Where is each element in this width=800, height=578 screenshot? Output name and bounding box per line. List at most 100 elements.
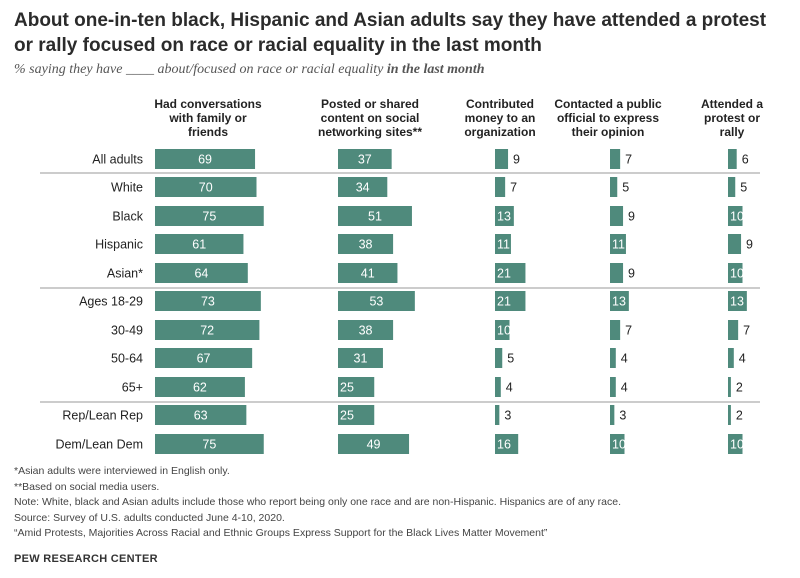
bar (610, 177, 618, 197)
data-label: 9 (746, 238, 753, 252)
note-source: Source: Survey of U.S. adults conducted … (14, 511, 285, 524)
bar (155, 320, 260, 340)
data-label: 49 (367, 438, 381, 452)
bar (610, 263, 624, 283)
bar (338, 149, 392, 169)
data-label: 16 (497, 438, 511, 452)
bar (155, 377, 245, 397)
bar (495, 263, 526, 283)
brand-label: PEW RESEARCH CENTER (14, 553, 158, 565)
data-label: 5 (507, 352, 514, 366)
data-label: 9 (628, 210, 635, 224)
data-label: 13 (497, 210, 511, 224)
bar (610, 348, 616, 368)
bar (728, 405, 731, 425)
data-label: 7 (625, 153, 632, 167)
data-label: 53 (369, 295, 383, 309)
column-header-4-line-3: their opinion (572, 125, 645, 139)
data-label: 37 (358, 153, 372, 167)
data-label: 41 (361, 267, 375, 281)
bar (495, 149, 509, 169)
column-header-5-line-2: protest or (704, 111, 760, 125)
bar (610, 206, 624, 226)
bar (155, 234, 244, 254)
subtitle-prefix: % saying they have ____ about/focused on… (14, 62, 387, 77)
category-label: 65+ (122, 381, 143, 395)
bar (495, 320, 510, 340)
data-label: 5 (740, 181, 747, 195)
bar (155, 434, 264, 454)
category-label: 30-49 (111, 324, 143, 338)
bar (728, 263, 743, 283)
data-label: 25 (340, 381, 354, 395)
bar (338, 234, 394, 254)
data-label: 9 (628, 267, 635, 281)
category-label: Dem/Lean Dem (55, 438, 143, 452)
column-header-3-line-1: Contributed (466, 97, 534, 111)
data-label: 6 (742, 153, 749, 167)
data-label: 10 (612, 438, 626, 452)
data-label: 4 (506, 381, 513, 395)
category-label: All adults (92, 153, 143, 167)
data-label: 38 (359, 238, 373, 252)
bar (155, 405, 247, 425)
bar (338, 377, 375, 397)
data-label: 25 (340, 409, 354, 423)
bar (155, 149, 256, 169)
data-label: 64 (194, 267, 208, 281)
data-label: 10 (497, 324, 511, 338)
bar (495, 206, 514, 226)
bar (610, 291, 629, 311)
bar (728, 149, 737, 169)
bar (728, 377, 731, 397)
bar (495, 177, 506, 197)
data-label: 9 (513, 153, 520, 167)
bar (495, 348, 503, 368)
bar (728, 434, 743, 454)
chart-subtitle: % saying they have ____ about/focused on… (14, 62, 789, 78)
bar (338, 177, 388, 197)
bar (338, 206, 412, 226)
bar (728, 348, 734, 368)
category-label: Hispanic (95, 238, 143, 252)
data-label: 13 (612, 295, 626, 309)
bar (338, 405, 375, 425)
data-label: 51 (368, 210, 382, 224)
bar (495, 434, 519, 454)
chart-notes: *Asian adults were interviewed in Englis… (14, 464, 794, 542)
note-race-definition: Note: White, black and Asian adults incl… (14, 496, 622, 508)
category-label: Black (112, 210, 143, 224)
column-header-1-line-1: Had conversations (154, 97, 262, 111)
bar (728, 234, 742, 254)
column-header-4-line-1: Contacted a public (554, 97, 662, 111)
category-label: Rep/Lean Rep (62, 409, 143, 423)
data-label: 7 (625, 324, 632, 338)
column-header-2-line-2: content on social (321, 111, 420, 125)
column-header-1-line-3: friends (188, 125, 228, 139)
data-label: 4 (621, 352, 628, 366)
column-header-2-line-3: networking sites** (318, 125, 422, 139)
data-label: 2 (736, 381, 743, 395)
bar (495, 234, 511, 254)
bar (610, 434, 625, 454)
data-label: 34 (356, 181, 370, 195)
column-header-1-line-2: with family or (168, 111, 247, 125)
data-label: 7 (743, 324, 750, 338)
category-label: Asian* (107, 267, 143, 281)
data-label: 7 (510, 181, 517, 195)
data-label: 61 (192, 238, 206, 252)
column-header-4-line-2: official to express (557, 111, 659, 125)
data-label: 73 (201, 295, 215, 309)
subtitle-emphasis: in the last month (386, 62, 485, 77)
bar (338, 348, 383, 368)
data-label: 3 (504, 409, 511, 423)
bar (610, 320, 621, 340)
bar (155, 291, 261, 311)
note-social-media: **Based on social media users. (14, 480, 160, 493)
category-label: White (111, 181, 143, 195)
data-label: 11 (612, 238, 625, 252)
data-label: 38 (359, 324, 373, 338)
data-label: 75 (202, 438, 216, 452)
bar (610, 149, 621, 169)
